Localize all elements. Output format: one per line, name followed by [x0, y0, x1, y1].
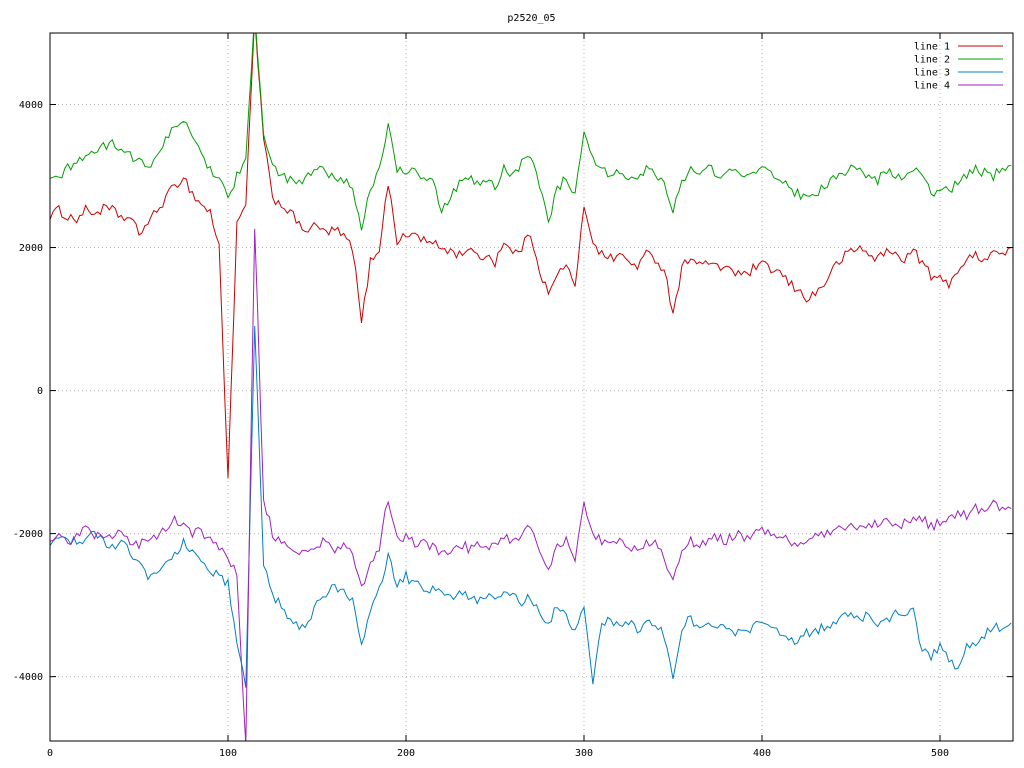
x-tick-label: 400: [753, 748, 771, 759]
series-line-2: [50, 33, 1012, 231]
y-tick-label: -4000: [13, 672, 43, 683]
plot-border: [49, 32, 1014, 742]
y-tick-label: 2000: [19, 243, 43, 254]
x-tick-label: 300: [575, 748, 593, 759]
legend-label: line 2: [914, 55, 950, 66]
y-tick-label: 4000: [19, 100, 43, 111]
y-tick-label: -2000: [13, 529, 43, 540]
series-line-3: [50, 325, 1012, 688]
series-line-1: [50, 33, 1012, 479]
series-line-4: [50, 228, 1012, 741]
legend-label: line 3: [914, 68, 950, 79]
x-tick-label: 200: [397, 748, 415, 759]
x-tick-label: 0: [47, 748, 53, 759]
legend-label: line 4: [914, 81, 950, 92]
x-tick-label: 500: [931, 748, 949, 759]
chart-title: p2520_05: [507, 13, 555, 24]
y-tick-label: 0: [37, 386, 43, 397]
x-tick-label: 100: [219, 748, 237, 759]
legend-label: line 1: [914, 42, 950, 53]
